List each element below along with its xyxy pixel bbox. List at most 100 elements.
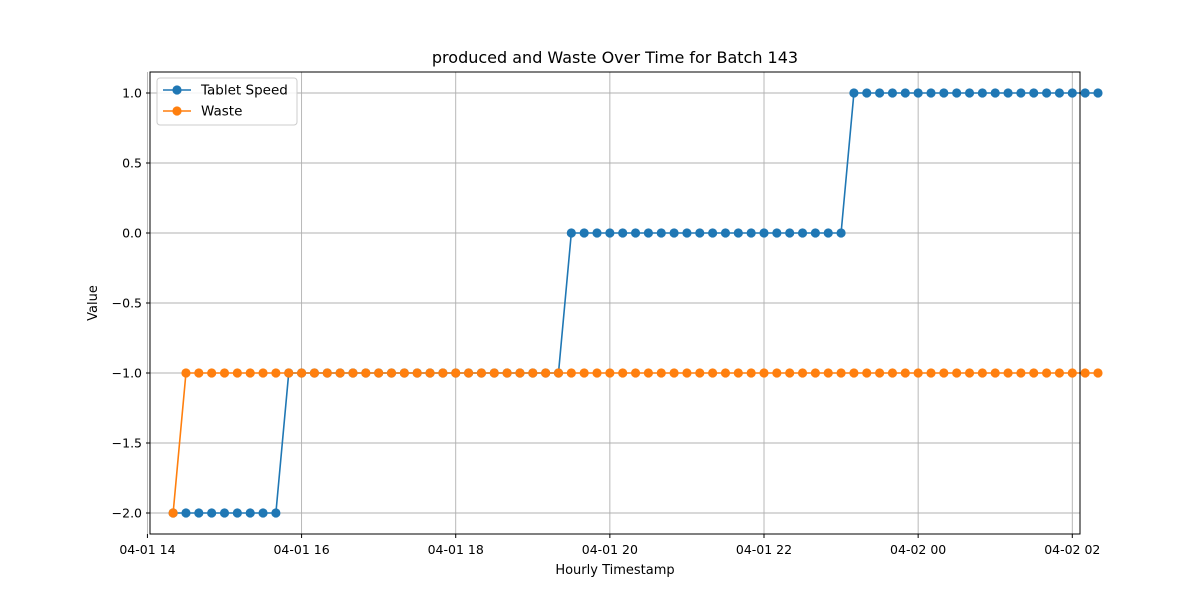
data-point: [797, 368, 808, 378]
data-point: [271, 508, 281, 518]
data-point: [348, 368, 358, 378]
data-point: [746, 368, 756, 378]
legend-swatch-marker: [172, 85, 182, 95]
data-point: [656, 368, 666, 378]
y-tick-label: 1.0: [122, 86, 142, 101]
data-point: [232, 508, 242, 518]
x-axis-ticks: 04-01 14 04-01 16 04-01 18 04-01 20 04-01 22…: [119, 534, 1100, 557]
data-point: [592, 368, 602, 378]
data-point: [284, 368, 294, 378]
data-point: [1016, 88, 1026, 98]
data-point: [1003, 88, 1013, 98]
data-point: [669, 228, 679, 238]
data-point: [1042, 368, 1052, 378]
data-point: [181, 508, 191, 518]
data-point: [887, 368, 898, 378]
data-point: [810, 368, 820, 378]
data-point: [733, 368, 743, 378]
data-point: [643, 368, 653, 378]
data-point: [553, 368, 564, 378]
y-axis-label: Value: [86, 285, 101, 321]
data-point: [502, 368, 512, 378]
y-tick-label: −1.5: [112, 436, 142, 451]
data-point: [977, 368, 987, 378]
data-point: [887, 88, 898, 98]
data-point: [258, 508, 268, 518]
chart-title: produced and Waste Over Time for Batch 1…: [432, 48, 798, 67]
data-point: [1080, 368, 1090, 378]
x-tick-label: 04-01 22: [736, 542, 792, 557]
data-point: [412, 368, 422, 378]
data-point: [618, 228, 628, 238]
x-tick-label: 04-02 02: [1044, 542, 1100, 557]
data-point: [605, 228, 615, 238]
data-point: [939, 88, 949, 98]
series-layer: [168, 88, 1103, 518]
data-point: [541, 368, 551, 378]
data-point: [438, 368, 448, 378]
data-point: [952, 88, 962, 98]
data-point: [836, 368, 846, 378]
data-point: [1093, 88, 1103, 98]
data-point: [913, 368, 923, 378]
data-point: [990, 368, 1000, 378]
data-point: [399, 368, 409, 378]
data-point: [862, 368, 872, 378]
data-point: [245, 508, 255, 518]
data-point: [245, 368, 255, 378]
data-point: [579, 228, 589, 238]
data-point: [566, 228, 576, 238]
data-point: [515, 368, 525, 378]
x-tick-label: 04-01 20: [582, 542, 638, 557]
data-point: [785, 368, 795, 378]
data-point: [605, 368, 615, 378]
data-point: [810, 228, 820, 238]
data-point: [1067, 88, 1077, 98]
data-point: [1029, 88, 1039, 98]
data-point: [900, 368, 910, 378]
legend-label: Waste: [201, 104, 242, 120]
data-point: [695, 368, 705, 378]
data-point: [232, 368, 242, 378]
data-point: [964, 368, 975, 378]
data-point: [630, 228, 641, 238]
data-point: [720, 228, 731, 238]
data-point: [849, 88, 859, 98]
data-point: [207, 368, 217, 378]
data-point: [643, 228, 653, 238]
data-point: [1093, 368, 1103, 378]
data-point: [990, 88, 1000, 98]
data-point: [1042, 88, 1052, 98]
data-point: [1067, 368, 1077, 378]
data-point: [335, 368, 345, 378]
data-point: [1016, 368, 1026, 378]
data-point: [271, 368, 281, 378]
data-point: [656, 228, 666, 238]
data-point: [618, 368, 628, 378]
data-point: [836, 228, 846, 238]
data-point: [669, 368, 679, 378]
data-point: [733, 228, 743, 238]
data-point: [926, 88, 936, 98]
x-tick-label: 04-02 00: [890, 542, 946, 557]
data-point: [1054, 88, 1065, 98]
grid: [146, 72, 1080, 534]
data-point: [759, 228, 769, 238]
data-point: [759, 368, 769, 378]
data-point: [194, 508, 204, 518]
data-point: [823, 228, 833, 238]
data-point: [682, 228, 692, 238]
data-point: [977, 88, 987, 98]
data-point: [630, 368, 641, 378]
data-point: [772, 368, 782, 378]
data-point: [823, 368, 833, 378]
data-point: [1080, 88, 1090, 98]
data-point: [720, 368, 731, 378]
legend: Tablet Speed Waste: [156, 77, 298, 126]
x-tick-label: 04-01 16: [273, 542, 329, 557]
data-point: [592, 228, 602, 238]
data-point: [926, 368, 936, 378]
data-point: [952, 368, 962, 378]
